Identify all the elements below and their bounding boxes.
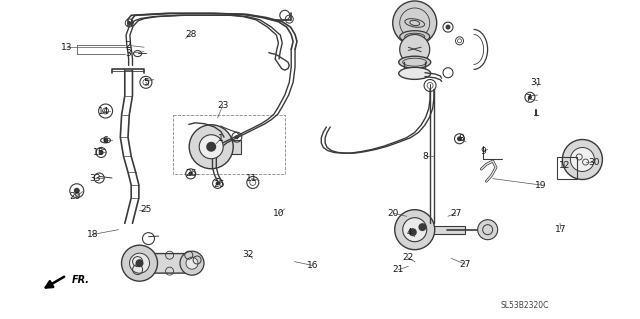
Text: 8: 8 [458, 134, 463, 143]
Circle shape [99, 150, 104, 155]
Text: 26: 26 [213, 180, 225, 189]
Text: 18: 18 [87, 230, 99, 239]
Text: 2: 2 [125, 41, 131, 50]
Circle shape [206, 142, 216, 152]
Circle shape [409, 228, 417, 236]
Text: 14: 14 [98, 107, 109, 115]
Circle shape [216, 182, 220, 185]
Circle shape [457, 136, 462, 141]
Text: 16: 16 [307, 261, 318, 270]
Text: 23: 23 [217, 101, 228, 110]
Circle shape [189, 125, 233, 169]
Circle shape [189, 172, 193, 176]
Ellipse shape [399, 56, 431, 68]
Bar [211, 140, 241, 154]
Text: 31: 31 [531, 78, 542, 87]
Text: 26: 26 [185, 169, 196, 178]
Text: 22: 22 [402, 253, 413, 262]
Text: 10: 10 [273, 209, 284, 218]
Ellipse shape [400, 31, 429, 43]
Circle shape [199, 135, 223, 159]
Text: 30: 30 [588, 158, 600, 167]
Circle shape [563, 139, 602, 180]
Circle shape [393, 1, 436, 45]
Circle shape [477, 220, 498, 240]
Circle shape [395, 210, 435, 250]
Bar [557, 157, 577, 179]
Text: 12: 12 [559, 161, 570, 170]
Text: 6: 6 [103, 136, 108, 145]
Circle shape [186, 257, 198, 269]
FancyBboxPatch shape [136, 254, 198, 273]
Text: 13: 13 [61, 43, 73, 52]
Text: 7: 7 [525, 94, 531, 103]
Circle shape [570, 147, 595, 172]
Circle shape [74, 188, 80, 194]
FancyArrowPatch shape [46, 277, 64, 287]
Text: SL53B2320C: SL53B2320C [500, 301, 549, 310]
Circle shape [528, 95, 532, 99]
Circle shape [122, 245, 157, 281]
Circle shape [403, 218, 427, 242]
Circle shape [235, 135, 239, 139]
Text: 19: 19 [535, 181, 547, 189]
Text: 4: 4 [407, 228, 412, 237]
Circle shape [104, 138, 108, 142]
Text: 21: 21 [392, 265, 404, 274]
Text: 33: 33 [89, 174, 100, 182]
Text: 15: 15 [93, 148, 105, 157]
Bar [173, 115, 285, 174]
Text: 3: 3 [125, 49, 131, 58]
Text: 11: 11 [246, 174, 257, 183]
Text: 28: 28 [185, 30, 196, 39]
Ellipse shape [399, 67, 431, 79]
Text: 27: 27 [450, 209, 461, 218]
Bar [415, 226, 465, 234]
Circle shape [136, 259, 143, 267]
Text: 9: 9 [481, 147, 486, 156]
Text: 20: 20 [387, 209, 399, 218]
Text: 29: 29 [70, 192, 81, 201]
Circle shape [129, 253, 150, 273]
Text: 17: 17 [555, 225, 566, 234]
Circle shape [445, 25, 451, 30]
Text: 1: 1 [218, 134, 223, 143]
Text: 32: 32 [243, 250, 254, 259]
Circle shape [127, 21, 131, 25]
Text: 25: 25 [140, 205, 152, 214]
Text: 8: 8 [423, 152, 428, 161]
Text: FR.: FR. [72, 275, 90, 285]
Circle shape [400, 34, 429, 64]
Circle shape [419, 223, 426, 231]
Text: 5: 5 [143, 78, 148, 87]
Circle shape [180, 251, 204, 275]
Text: 27: 27 [460, 260, 471, 269]
